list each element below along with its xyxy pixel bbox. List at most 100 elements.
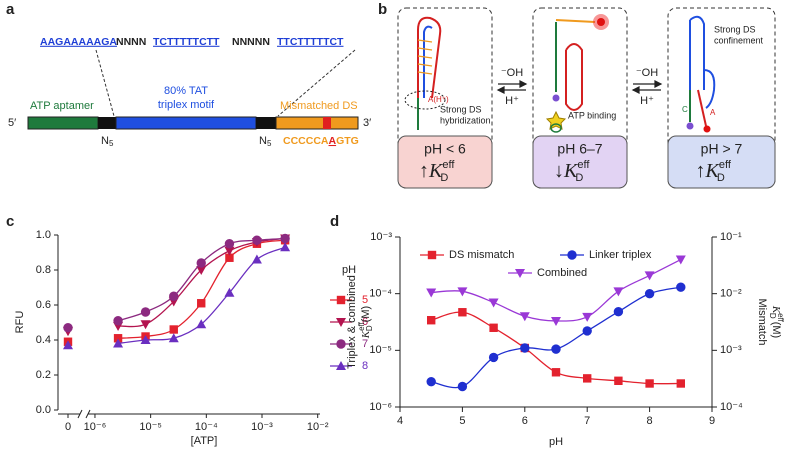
data-point: [196, 266, 207, 275]
y-tick-label: 0.8: [36, 264, 51, 276]
segment-label: 80% TAT: [164, 85, 208, 97]
state-panel: [397, 135, 493, 189]
panel-label: c: [6, 213, 14, 230]
tag: A: [710, 108, 716, 117]
data-point: [551, 368, 561, 377]
y-tick-label: 10⁻³: [370, 231, 392, 243]
data-point: [582, 326, 592, 336]
arrow-label: H⁺: [505, 95, 519, 107]
data-point: [488, 352, 499, 363]
y-tick-label: 0.2: [36, 369, 51, 381]
mismatch-site: [323, 117, 331, 129]
legend-label: 6: [362, 316, 368, 328]
end-label: 5′: [8, 117, 16, 129]
panel-a: AAGAAAAAGA NNNN TCTTTTTCTT NNNNN TTCTTTT…: [8, 36, 371, 148]
x-tick-label: 10⁻²: [307, 421, 329, 433]
k: K: [360, 330, 372, 339]
data-point: [140, 320, 151, 330]
data-point: [613, 287, 624, 297]
base-pairs: [417, 39, 433, 75]
n-sub: 5: [109, 139, 114, 148]
x-tick-label: 0: [65, 421, 71, 433]
ph-label: pH < 6: [424, 141, 466, 157]
ph-label: pH > 7: [701, 141, 743, 157]
data-point: [169, 325, 178, 334]
data-point: [113, 338, 124, 348]
x-tick-label: 10⁻⁶: [84, 421, 107, 433]
quencher: [552, 94, 560, 102]
guide-line: [277, 49, 356, 117]
legend-marker: [336, 339, 346, 349]
y-tick-label: 10⁻⁵: [369, 344, 392, 356]
legend-marker: [336, 361, 346, 370]
k: K: [563, 160, 579, 182]
data-point: [140, 307, 151, 317]
linker-label: N5: [259, 135, 272, 148]
data-point: [251, 254, 262, 264]
atp-star: [545, 110, 567, 130]
panel-label: a: [6, 1, 15, 18]
data-point: [427, 316, 436, 325]
strand: [423, 25, 433, 98]
panel-b: A(H⁺) Strong DS hybridization ATP bindin…: [397, 7, 776, 189]
strand: [703, 69, 716, 109]
sub: D: [575, 172, 583, 184]
sub: D: [365, 325, 374, 331]
sup: eff: [577, 159, 590, 171]
data-point: [224, 239, 235, 249]
y2-tick-label: 10⁻⁴: [720, 401, 743, 413]
y2-tick-label: 10⁻²: [720, 288, 742, 300]
legend-title: pH: [342, 264, 356, 276]
legend-marker: [336, 318, 346, 327]
arrow-label: ⁻OH: [636, 67, 658, 79]
seq-part: A: [329, 135, 337, 147]
state-panel: [667, 135, 776, 189]
legend-label: Linker triplex: [589, 249, 652, 261]
n: N: [259, 135, 267, 147]
kd-label: ↓Keff D: [554, 159, 590, 184]
arrow: ↓: [554, 160, 564, 182]
seq-part: CCCCCA: [283, 135, 329, 147]
y-tick-label: 1.0: [36, 229, 51, 241]
kd-label: ↑Keff D: [696, 159, 732, 184]
y2-tick-label: 10⁻¹: [720, 231, 742, 243]
legend-label: Combined: [537, 267, 587, 279]
x-tick-label: 7: [584, 415, 590, 427]
data-point: [676, 282, 686, 292]
loop: [550, 123, 562, 133]
data-point: [224, 287, 235, 297]
note: Strong DS: [440, 104, 482, 114]
k: K: [770, 305, 782, 314]
legend-label: DS mismatch: [449, 249, 514, 261]
data-point: [196, 258, 206, 268]
strand: [565, 43, 583, 111]
data-point: [426, 288, 437, 298]
mismatch-seq: CCCCCAAGTG: [283, 135, 359, 147]
sub: D: [440, 172, 448, 184]
data-point: [551, 316, 561, 326]
sup: eff: [442, 159, 455, 171]
data-point: [582, 312, 593, 322]
y-tick-label: 0.6: [36, 299, 51, 311]
aptamer-bar: [27, 116, 99, 130]
y-tick-label: 0.4: [36, 334, 51, 346]
data-point: [488, 298, 499, 308]
x-tick-label: 6: [522, 415, 528, 427]
data-point: [225, 253, 234, 262]
arrow: ↑: [419, 160, 429, 182]
data-point: [457, 287, 468, 297]
data-point: [519, 312, 530, 322]
data-point: [168, 333, 179, 343]
data-point: [224, 246, 235, 256]
legend-label: 5: [362, 294, 368, 306]
data-point: [676, 379, 685, 388]
arrow-label: ⁻OH: [501, 67, 523, 79]
equilibrium-arrows: [496, 80, 663, 94]
k: K: [428, 160, 444, 182]
data-point: [457, 381, 468, 392]
segment-label: triplex motif: [158, 99, 215, 111]
data-point: [675, 255, 686, 265]
quencher: [686, 122, 694, 130]
data-point: [113, 334, 123, 343]
